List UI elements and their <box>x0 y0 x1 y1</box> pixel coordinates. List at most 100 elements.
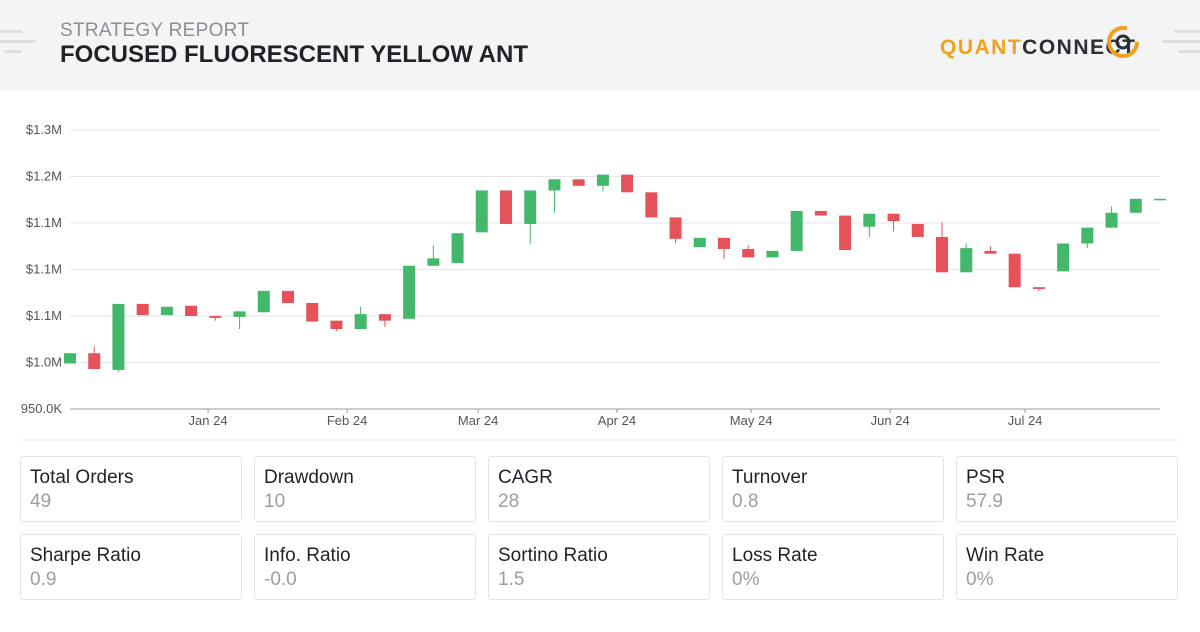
metric-label: Win Rate <box>966 545 1045 566</box>
metric-value: 0% <box>966 569 994 590</box>
candle-body <box>330 320 343 330</box>
candle-body <box>378 314 391 321</box>
metric-card: Win Rate 0% <box>956 534 1178 600</box>
metric-value: 1.5 <box>498 569 525 590</box>
metric-label: Drawdown <box>264 467 354 488</box>
candle-body <box>887 213 900 222</box>
candle-body <box>572 179 585 186</box>
x-tick-label: Jul 24 <box>1008 413 1043 428</box>
candle-body <box>427 258 440 266</box>
candle-body <box>1008 253 1021 288</box>
decor <box>1162 30 1200 53</box>
metric-label: CAGR <box>498 467 553 488</box>
candle-body <box>282 290 294 303</box>
candle-body <box>548 179 561 191</box>
candle-body <box>936 236 948 273</box>
metric-label: PSR <box>966 467 1006 488</box>
candle-body <box>1081 227 1094 244</box>
y-tick-label: 950.0K <box>21 401 63 416</box>
candle-body <box>1105 212 1118 228</box>
candle-body <box>160 306 173 316</box>
candle-body <box>984 250 997 254</box>
candle-body <box>233 311 246 317</box>
candle-body <box>1032 287 1045 290</box>
metric-label: Sortino Ratio <box>498 545 608 566</box>
y-tick-label: $1.0M <box>26 355 62 370</box>
candle-body <box>451 233 464 263</box>
candle-body <box>839 215 852 250</box>
metric-value: 0% <box>732 569 760 590</box>
y-tick-label: $1.1M <box>26 215 62 230</box>
metric-value: 57.9 <box>966 491 1003 512</box>
candle-body <box>960 248 973 273</box>
logo-text: CONNECT <box>1022 36 1137 59</box>
metric-card: PSR 57.9 <box>956 456 1178 522</box>
y-tick-label: $1.1M <box>26 262 62 277</box>
candle-body <box>863 213 876 227</box>
candle-body <box>64 353 76 364</box>
candle-body <box>403 265 416 319</box>
metric-card: CAGR 28 <box>488 456 710 522</box>
subtitle: STRATEGY REPORT <box>60 20 250 41</box>
metric-label: Turnover <box>732 467 808 488</box>
candle-body <box>475 190 488 233</box>
logo-icon <box>1107 26 1139 58</box>
candle-body <box>669 217 682 239</box>
metric-label: Sharpe Ratio <box>30 545 141 566</box>
logo-text: QUANT <box>940 36 1023 59</box>
y-tick-label: $1.2M <box>26 169 62 184</box>
candle-body <box>88 353 101 370</box>
candle-body <box>1129 198 1142 213</box>
x-tick-label: Feb 24 <box>327 413 367 428</box>
x-tick-label: Jun 24 <box>871 413 910 428</box>
candle-body <box>306 302 319 322</box>
metric-label: Loss Rate <box>732 545 818 566</box>
metric-value: 0.9 <box>30 569 57 590</box>
y-tick-label: $1.1M <box>26 308 62 323</box>
x-tick-label: Mar 24 <box>458 413 498 428</box>
metric-value: 0.8 <box>732 491 759 512</box>
header: STRATEGY REPORT FOCUSED FLUORESCENT YELL… <box>0 0 1200 90</box>
metric-card: Sharpe Ratio 0.9 <box>20 534 242 600</box>
candle-body <box>524 190 537 224</box>
metric-card: Turnover 0.8 <box>722 456 944 522</box>
candle-body <box>136 303 149 316</box>
candle-body <box>1154 198 1166 201</box>
logo: QUANTCONNECT <box>940 36 1137 60</box>
title: FOCUSED FLUORESCENT YELLOW ANT <box>60 41 528 68</box>
candle-body <box>209 316 222 318</box>
candle-body <box>718 237 730 250</box>
candle-body <box>112 303 125 370</box>
metric-value: 28 <box>498 491 520 512</box>
candle-body <box>911 223 924 237</box>
metric-card: Drawdown 10 <box>254 456 476 522</box>
candle-body <box>693 237 706 248</box>
chart: 950.0K $1.0M $1.1M $1.1M $1.1M $1.2M $1.3M Jan … <box>20 122 1180 441</box>
candle-body <box>596 174 609 186</box>
x-tick-label: May 24 <box>730 413 773 428</box>
metric-label: Info. Ratio <box>264 545 351 566</box>
metric-value: -0.0 <box>264 569 297 590</box>
x-tick-label: Jan 24 <box>189 413 228 428</box>
candle-body <box>742 249 755 258</box>
candle-body <box>257 290 270 313</box>
candle-body <box>354 314 367 330</box>
candle-body <box>790 210 803 251</box>
metric-value: 49 <box>30 491 52 512</box>
candle-body <box>621 174 634 193</box>
y-tick-label: $1.3M <box>26 122 62 137</box>
metric-value: 10 <box>264 491 286 512</box>
decor <box>0 30 36 53</box>
metric-card: Loss Rate 0% <box>722 534 944 600</box>
candle-body <box>645 192 658 218</box>
candle-body <box>185 305 198 316</box>
candle-body <box>1057 243 1070 272</box>
candle-body <box>814 210 827 216</box>
x-tick-label: Apr 24 <box>598 413 636 428</box>
metric-label: Total Orders <box>30 467 134 488</box>
metric-card: Sortino Ratio 1.5 <box>488 534 710 600</box>
metric-card: Total Orders 49 <box>20 456 242 522</box>
candle-body <box>500 190 512 224</box>
candle-body <box>766 250 779 258</box>
